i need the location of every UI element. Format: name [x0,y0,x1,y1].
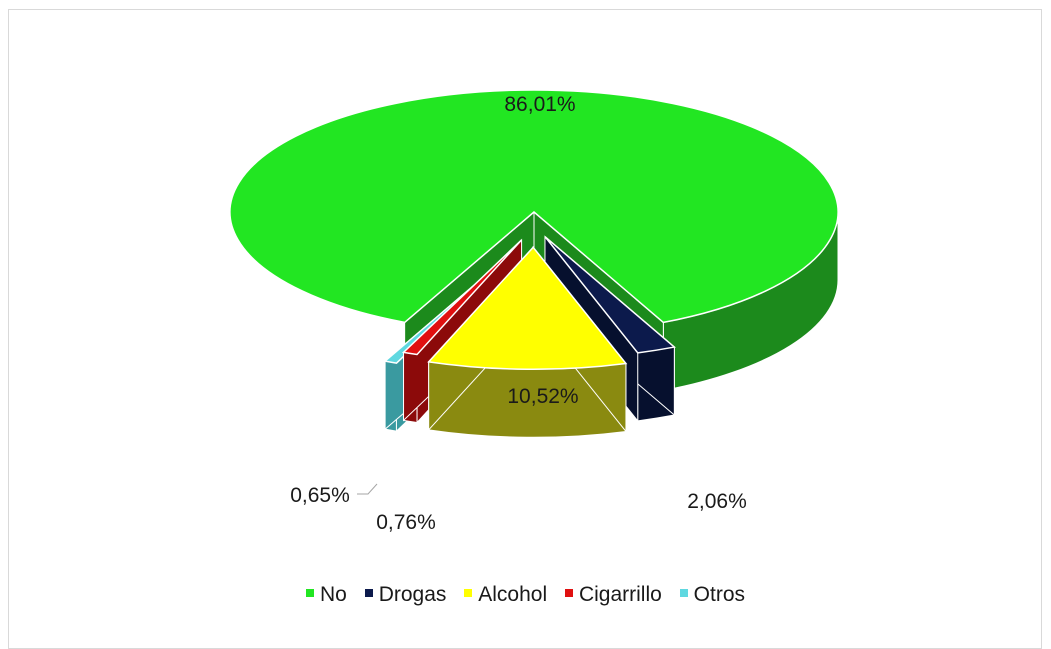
legend-swatch-alcohol [464,589,473,598]
pie-top-cigarrillo [401,239,523,356]
leader-line-otros [357,483,378,495]
pie-top-alcohol [427,246,628,371]
legend-swatch-cigarrillo [564,589,573,598]
data-label-drogas: 2,06% [687,490,747,513]
legend-swatch-no [305,589,314,598]
pie-top-no [229,89,839,324]
data-label-no: 86,01% [504,93,575,116]
legend-label-drogas: Drogas [378,583,447,606]
data-label-cigarrillo: 0,76% [376,511,436,534]
legend-item-otros: Otros [679,583,746,607]
legend-item-drogas: Drogas [364,583,447,607]
pie-top-drogas [544,236,677,354]
legend-label-alcohol: Alcohol [478,583,548,606]
legend-item-alcohol: Alcohol [464,583,547,607]
legend-swatch-otros [679,589,688,598]
legend-swatch-drogas [364,589,373,598]
pie-slice-alcohol [427,245,628,438]
data-label-otros: 0,65% [290,484,350,507]
pie-chart: 86,01% 10,52% 2,06% 0,76% 0,65% [229,89,839,534]
data-label-alcohol: 10,52% [507,385,578,408]
legend-label-cigarrillo: Cigarrillo [578,583,662,606]
legend: No Drogas Alcohol Cigarrillo Otros [0,583,1051,607]
legend-item-cigarrillo: Cigarrillo [564,583,662,607]
legend-label-otros: Otros [693,583,746,606]
legend-item-no: No [305,583,347,607]
legend-label-no: No [319,583,347,606]
